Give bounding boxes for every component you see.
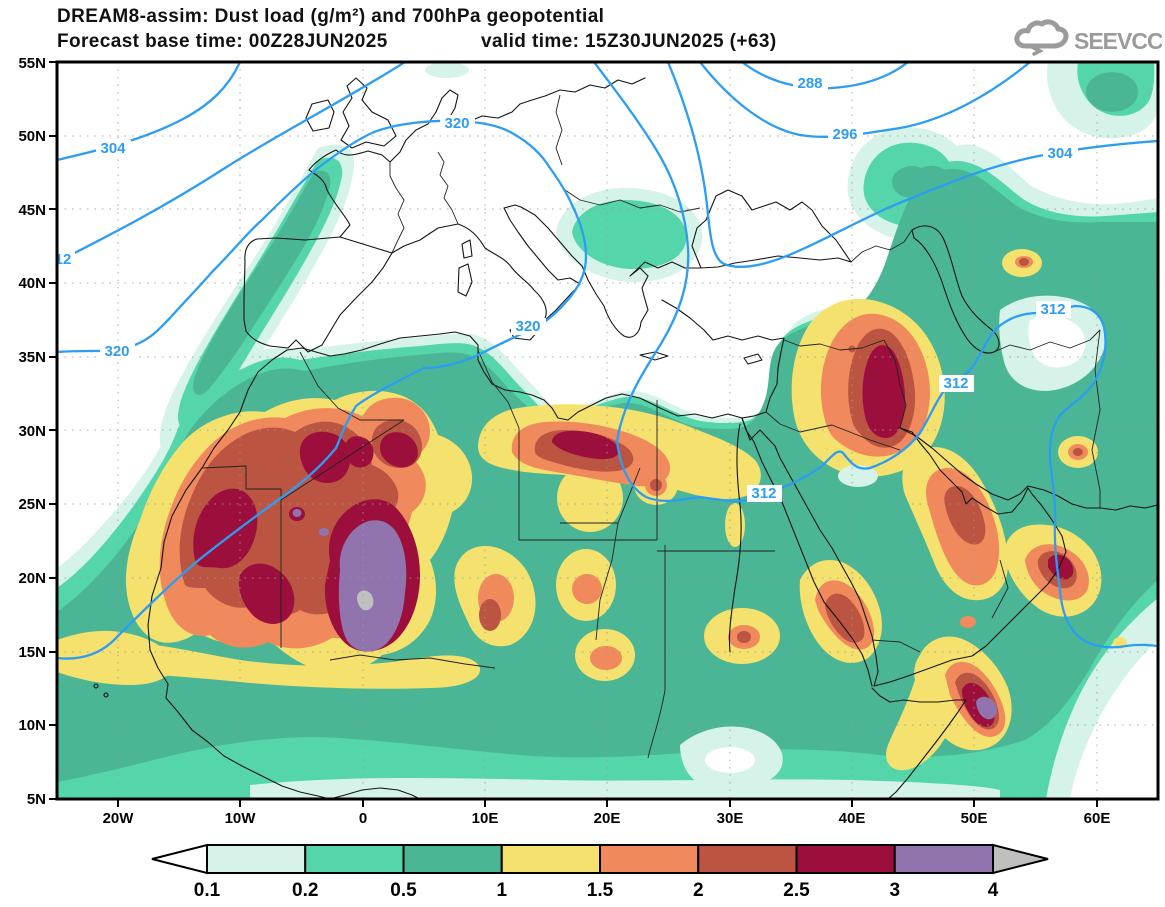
dust-level-4	[357, 590, 374, 611]
graticule	[57, 62, 1158, 799]
svg-text:312: 312	[751, 485, 776, 502]
x-tick-10E: 10E	[472, 810, 499, 827]
y-tick-50N: 50N	[18, 128, 46, 145]
svg-text:3: 3	[889, 880, 900, 901]
svg-text:0.2: 0.2	[292, 880, 318, 901]
y-tick-20N: 20N	[18, 570, 46, 587]
colorbar-above-max-arrow	[992, 843, 1049, 875]
valid-time-label: valid time: 15Z30JUN2025 (+63)	[481, 31, 777, 52]
svg-text:12: 12	[55, 251, 72, 268]
contour-320	[58, 119, 588, 660]
y-tick-30N: 30N	[18, 423, 46, 440]
seevccc-logo: SEEVCCC	[1014, 19, 1162, 56]
svg-text:320: 320	[444, 115, 469, 132]
contour-value-labels: 304 12 320 320 320 288 296 304 312 312 3…	[55, 75, 1078, 502]
x-tick-60E: 60E	[1084, 810, 1111, 827]
colorbar-cell	[795, 844, 896, 874]
coastlines	[93, 77, 1157, 798]
svg-text:312: 312	[943, 375, 968, 392]
y-tick-45N: 45N	[18, 202, 46, 219]
x-tick-10W: 10W	[225, 810, 257, 827]
colorbar-cell	[402, 844, 503, 874]
svg-text:288: 288	[797, 75, 822, 92]
colorbar-cell	[893, 844, 994, 874]
svg-text:1: 1	[496, 880, 507, 901]
svg-text:296: 296	[832, 126, 857, 143]
svg-text:304: 304	[1047, 145, 1073, 162]
colorbar-cell	[500, 844, 601, 874]
svg-text:0.1: 0.1	[194, 880, 221, 901]
x-tick-20E: 20E	[594, 810, 621, 827]
cloud-icon	[1014, 19, 1069, 56]
svg-text:320: 320	[104, 343, 129, 360]
colorbar-labels: 0.1 0.2 0.5 1 1.5 2 2.5 3 4	[194, 880, 999, 901]
svg-text:312: 312	[1040, 301, 1065, 318]
x-tick-50E: 50E	[961, 810, 988, 827]
svg-text:2.5: 2.5	[783, 880, 810, 901]
y-tick-15N: 15N	[18, 644, 46, 661]
colorbar: 0.1 0.2 0.5 1 1.5 2 2.5 3 4	[151, 843, 1049, 901]
y-tick-40N: 40N	[18, 275, 46, 292]
dust-level-3	[292, 509, 998, 720]
contour-312-west	[58, 63, 406, 263]
svg-text:304: 304	[100, 140, 126, 157]
colorbar-cell	[697, 844, 798, 874]
x-tick-30E: 30E	[717, 810, 744, 827]
y-tick-5N: 5N	[27, 791, 46, 808]
x-axis: 20W 10W 0 10E 20E 30E 40E 50E 60E	[103, 799, 1111, 827]
colorbar-cell	[206, 844, 307, 874]
y-axis: 55N 50N 45N 40N 35N 30N 25N 20N 15N 10N …	[18, 55, 57, 808]
svg-text:4: 4	[988, 880, 999, 901]
y-tick-10N: 10N	[18, 717, 46, 734]
x-tick-0: 0	[359, 810, 367, 827]
logo-text: SEEVCCC	[1074, 28, 1162, 54]
x-tick-20W: 20W	[103, 810, 135, 827]
geopotential-contours: 304 12 320 320 320 288 296 304 312 312 3…	[55, 63, 1157, 660]
x-tick-40E: 40E	[839, 810, 866, 827]
chart-title: DREAM8-assim: Dust load (g/m²) and 700hP…	[57, 6, 605, 27]
contour-312-east	[593, 63, 1157, 649]
y-tick-55N: 55N	[18, 55, 46, 72]
forecast-base-time-label: Forecast base time: 00Z28JUN2025	[57, 31, 388, 52]
contour-288	[741, 63, 909, 90]
y-tick-25N: 25N	[18, 496, 46, 513]
svg-text:320: 320	[515, 318, 540, 335]
svg-text:2: 2	[693, 880, 704, 901]
y-tick-35N: 35N	[18, 349, 46, 366]
svg-text:1.5: 1.5	[587, 880, 614, 901]
svg-text:0.5: 0.5	[390, 880, 417, 901]
contour-304-west	[58, 63, 241, 161]
colorbar-cell	[304, 844, 405, 874]
colorbar-cell	[599, 844, 700, 874]
colorbar-below-min-arrow	[151, 843, 208, 875]
